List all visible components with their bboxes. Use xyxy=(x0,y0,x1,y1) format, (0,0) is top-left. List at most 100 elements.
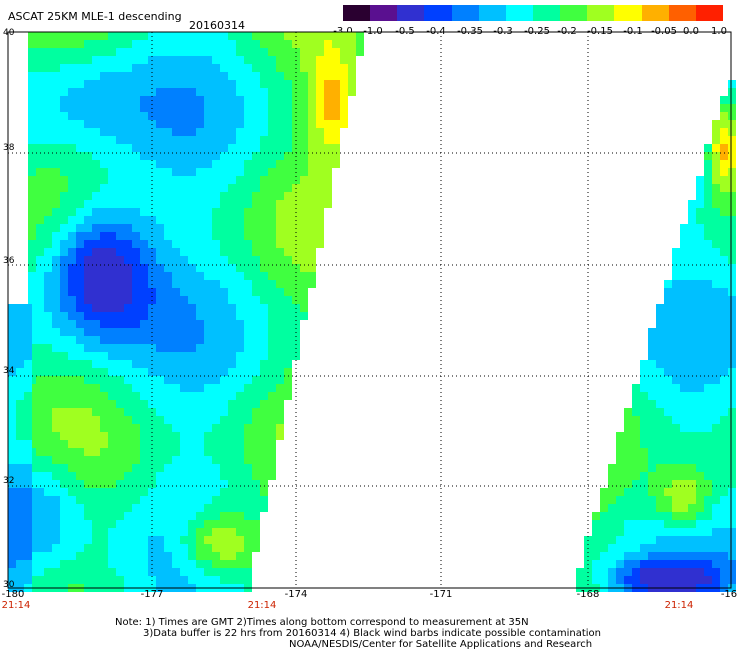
data-cell xyxy=(60,456,68,464)
data-cell xyxy=(84,312,92,320)
data-cell xyxy=(8,464,16,472)
data-cell xyxy=(204,512,212,520)
data-cell xyxy=(332,120,340,128)
data-cell xyxy=(236,464,244,472)
data-cell xyxy=(84,216,92,224)
data-cell xyxy=(220,232,228,240)
data-cell xyxy=(60,32,68,40)
data-cell xyxy=(16,352,24,360)
data-cell xyxy=(156,464,164,472)
data-cell xyxy=(704,576,712,584)
data-cell xyxy=(196,288,204,296)
data-cell xyxy=(132,40,140,48)
data-cell xyxy=(36,464,44,472)
data-cell xyxy=(76,96,84,104)
data-cell xyxy=(84,392,92,400)
data-cell xyxy=(132,544,140,552)
data-cell xyxy=(680,448,688,456)
data-cell xyxy=(100,64,108,72)
data-cell xyxy=(204,160,212,168)
data-cell xyxy=(228,536,236,544)
data-cell xyxy=(116,152,124,160)
data-cell xyxy=(640,512,648,520)
data-cell xyxy=(276,152,284,160)
data-cell xyxy=(36,472,44,480)
data-cell xyxy=(172,272,180,280)
data-cell xyxy=(108,384,116,392)
data-cell xyxy=(76,400,84,408)
data-cell xyxy=(688,552,696,560)
data-cell xyxy=(156,216,164,224)
data-cell xyxy=(260,400,268,408)
data-cell xyxy=(664,304,672,312)
data-cell xyxy=(268,184,276,192)
data-cell xyxy=(656,536,664,544)
data-cell xyxy=(728,144,736,152)
data-cell xyxy=(284,392,292,400)
data-cell xyxy=(212,216,220,224)
data-cell xyxy=(140,152,148,160)
data-cell xyxy=(592,544,600,552)
data-cell xyxy=(688,416,696,424)
data-cell xyxy=(8,384,16,392)
data-cell xyxy=(172,512,180,520)
data-cell xyxy=(16,344,24,352)
data-cell xyxy=(212,392,220,400)
data-cell xyxy=(188,120,196,128)
data-cell xyxy=(36,264,44,272)
data-cell xyxy=(728,552,736,560)
data-cell xyxy=(24,336,32,344)
data-cell xyxy=(188,400,196,408)
data-cell xyxy=(244,200,252,208)
data-cell xyxy=(204,216,212,224)
data-cell xyxy=(132,184,140,192)
lat-label: 40 xyxy=(3,28,15,38)
data-cell xyxy=(36,520,44,528)
data-cell xyxy=(680,232,688,240)
data-cell xyxy=(156,240,164,248)
data-cell xyxy=(60,536,68,544)
data-cell xyxy=(100,344,108,352)
data-cell xyxy=(116,464,124,472)
data-cell xyxy=(220,488,228,496)
data-cell xyxy=(236,392,244,400)
data-cell xyxy=(124,168,132,176)
data-cell xyxy=(252,456,260,464)
data-cell xyxy=(712,376,720,384)
data-cell xyxy=(60,288,68,296)
data-cell xyxy=(36,496,44,504)
data-cell xyxy=(36,168,44,176)
data-cell xyxy=(44,128,52,136)
data-cell xyxy=(156,264,164,272)
data-cell xyxy=(172,304,180,312)
data-cell xyxy=(244,416,252,424)
data-cell xyxy=(172,488,180,496)
data-cell xyxy=(164,200,172,208)
data-cell xyxy=(172,408,180,416)
data-cell xyxy=(156,144,164,152)
data-cell xyxy=(236,528,244,536)
data-cell xyxy=(656,416,664,424)
data-cell xyxy=(228,408,236,416)
data-cell xyxy=(100,480,108,488)
data-cell xyxy=(300,32,308,40)
data-cell xyxy=(712,480,720,488)
data-cell xyxy=(36,112,44,120)
data-cell xyxy=(108,104,116,112)
data-cell xyxy=(664,536,672,544)
data-cell xyxy=(188,512,196,520)
data-cell xyxy=(284,56,292,64)
data-cell xyxy=(260,112,268,120)
data-cell xyxy=(220,512,228,520)
data-cell xyxy=(8,376,16,384)
data-cell xyxy=(648,328,656,336)
data-cell xyxy=(260,216,268,224)
data-cell xyxy=(284,48,292,56)
data-cell xyxy=(76,88,84,96)
data-cell xyxy=(84,336,92,344)
data-cell xyxy=(632,536,640,544)
data-cell xyxy=(8,536,16,544)
data-cell xyxy=(656,384,664,392)
data-cell xyxy=(156,472,164,480)
data-cell xyxy=(24,440,32,448)
